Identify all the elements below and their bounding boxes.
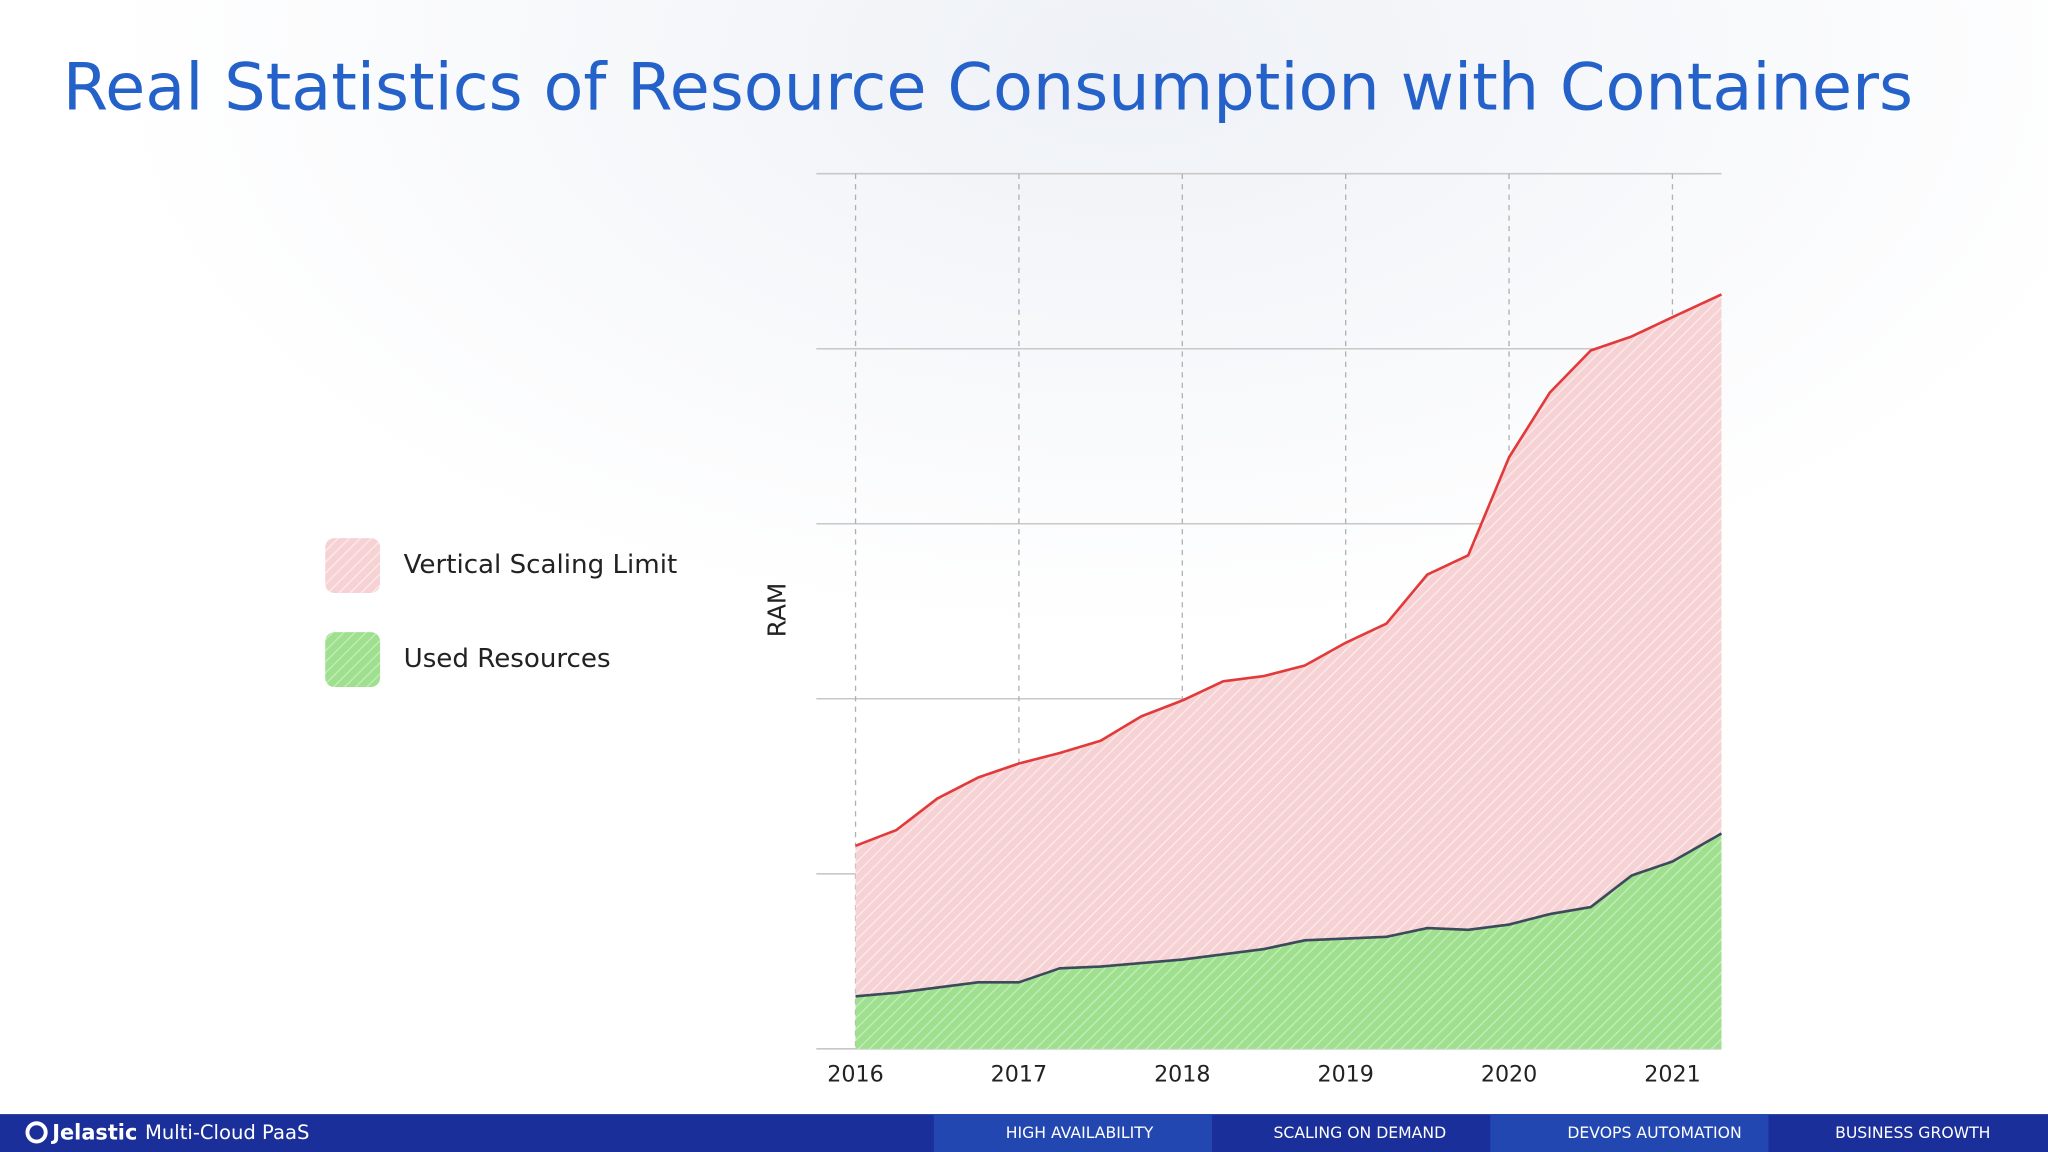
line [855, 832, 1723, 998]
area [855, 294, 1722, 1049]
legend-swatch [325, 632, 381, 688]
x-tick-label: 2016 [827, 1061, 883, 1087]
footer-section-label: SCALING ON DEMAND [1273, 1123, 1446, 1142]
line [855, 293, 1723, 848]
x-tick-label: 2019 [1317, 1061, 1373, 1087]
brand-logo [25, 1121, 48, 1144]
x-tick-label: 2018 [1154, 1061, 1210, 1087]
product: Multi-Cloud PaaS [145, 1121, 309, 1144]
footer-section-label: BUSINESS GROWTH [1835, 1123, 1990, 1142]
footer-section [933, 1114, 1213, 1152]
legend-swatch [325, 538, 381, 593]
brand: Jelastic [50, 1121, 137, 1145]
x-tick-label: 2017 [991, 1061, 1047, 1087]
legend-label: Used Resources [404, 644, 611, 674]
x-tick-label: 2021 [1644, 1061, 1700, 1087]
plot: 2016 2017 2018 2019 2020 2021 [816, 172, 1723, 1087]
footer: Jelastic Multi-Cloud PaaS HIGH AVAILABIL… [0, 1114, 2048, 1152]
legend-label: Vertical Scaling Limit [404, 550, 678, 580]
area [855, 833, 1722, 1049]
slide-title: Real Statistics of Resource Consumption … [63, 49, 1913, 125]
y-axis-label: RAM [762, 583, 791, 638]
footer-section-label: DEVOPS AUTOMATION [1567, 1123, 1741, 1142]
footer-section [1490, 1114, 1769, 1152]
x-tick-label: 2020 [1481, 1061, 1537, 1087]
legend: Vertical Scaling Limit Used Resources [325, 538, 678, 688]
footer-section-label: HIGH AVAILABILITY [1006, 1123, 1154, 1142]
